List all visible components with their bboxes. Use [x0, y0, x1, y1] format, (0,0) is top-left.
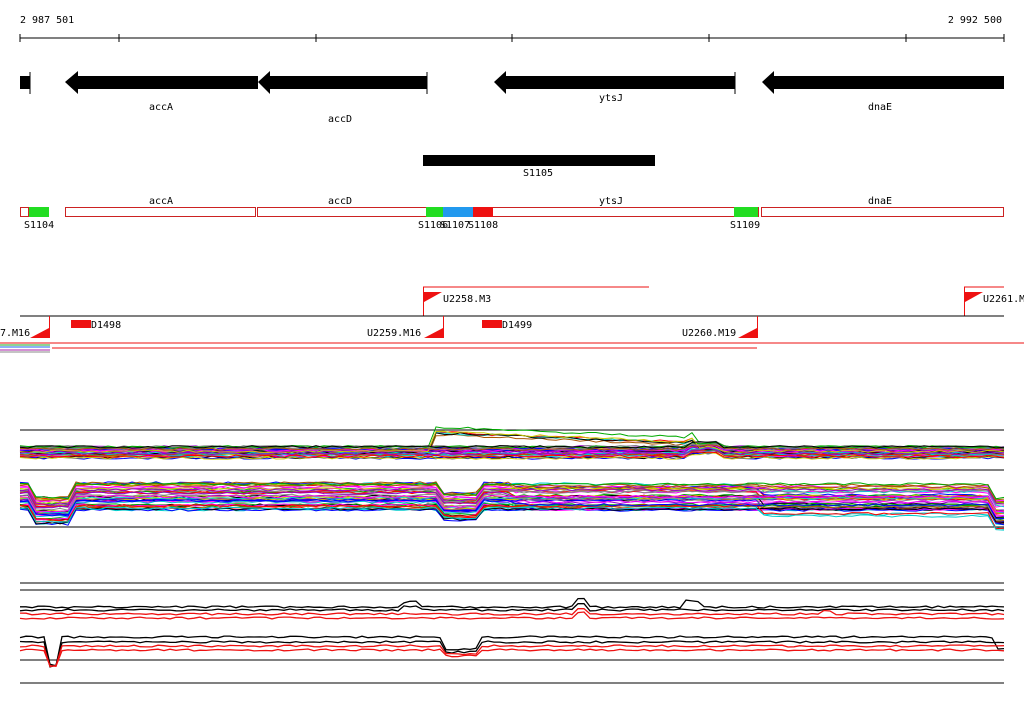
- terminator-label-D1499: D1499: [502, 320, 532, 331]
- profile-lines-downstream: [19, 481, 1005, 531]
- segment-label-dnaE: dnaE: [868, 196, 892, 207]
- segment-box[interactable]: [20, 207, 29, 217]
- profile-line: [19, 506, 1005, 531]
- gene-label-accA: accA: [149, 102, 173, 113]
- marker-label-S1109: S1109: [730, 220, 760, 231]
- feature-track: S1105: [423, 155, 655, 179]
- segment-label-ytsJ: ytsJ: [599, 196, 623, 207]
- gene-label-accD: accD: [328, 114, 352, 125]
- profile-line: [20, 447, 1005, 456]
- marker-S1106[interactable]: [426, 207, 443, 217]
- profile-line: [19, 497, 1005, 515]
- summary-line: [19, 602, 1005, 612]
- profile-line: [19, 441, 1005, 449]
- marker-S1109[interactable]: [734, 207, 758, 217]
- promoter-flag-U2258[interactable]: [424, 292, 442, 302]
- profile-lines-upstream: [19, 426, 1005, 460]
- promoter-label-U2261: U2261.M: [983, 294, 1024, 305]
- profile-line: [19, 482, 1005, 504]
- promoter-flag-U2260[interactable]: [738, 328, 757, 338]
- feature-label: S1105: [523, 168, 553, 179]
- segment-label-accA: accA: [149, 196, 173, 207]
- profile-line: [19, 498, 1005, 520]
- gene-arrow-accA[interactable]: [65, 71, 258, 94]
- summary-line: [20, 597, 1005, 609]
- profile-line: [19, 488, 1005, 506]
- marker-S1108[interactable]: [473, 207, 493, 217]
- gene-arrow-dnaE[interactable]: [762, 71, 1004, 94]
- marker-S1107[interactable]: [443, 207, 473, 217]
- marker-label-S1108: S1108: [468, 220, 498, 231]
- profile-line: [19, 494, 1005, 513]
- ruler-end-label: 2 992 500: [948, 15, 1002, 26]
- profile-line: [19, 482, 1005, 500]
- marker-label-S1106: S1106: [418, 220, 448, 231]
- gene-arrow-accD[interactable]: [258, 71, 427, 94]
- segment-box-dnaE[interactable]: [761, 207, 1004, 217]
- summary-line: [19, 640, 1005, 668]
- promoter-label-U2259: U2259.M16: [367, 328, 421, 339]
- summary-line: [19, 607, 1005, 616]
- profile-line: [19, 503, 1005, 530]
- profile-line: [19, 447, 1004, 456]
- summary-line: [19, 644, 1005, 668]
- promoter-flag-U2259[interactable]: [424, 328, 443, 338]
- profile-line: [19, 489, 1005, 507]
- summary-profiles-panel: [19, 582, 1005, 684]
- profile-line: [19, 451, 1005, 459]
- summary-line: [19, 611, 1005, 620]
- expression-profiles-panel: [19, 426, 1005, 531]
- marker-S1104[interactable]: [29, 207, 49, 217]
- profile-line: [19, 430, 1005, 454]
- segment-box-accA[interactable]: [65, 207, 256, 217]
- summary-line: [19, 635, 1005, 667]
- promoter-flag-7M16[interactable]: [30, 328, 49, 338]
- segment-track: accA accD ytsJ dnaE S1104 S1106 S1107 S1…: [20, 196, 1004, 231]
- terminator-D1499[interactable]: [482, 320, 502, 328]
- gene-label-ytsJ: ytsJ: [599, 93, 623, 104]
- profile-line: [19, 441, 1005, 449]
- promoter-flag-U2261[interactable]: [965, 292, 983, 302]
- segment-box-accD[interactable]: [257, 207, 427, 217]
- promoter-label-U2260: U2260.M19: [682, 328, 736, 339]
- profile-line: [19, 496, 1005, 514]
- profile-line: [19, 508, 1005, 526]
- gene-arrow-ytsJ[interactable]: [494, 71, 735, 94]
- gene-track: accA accD ytsJ dnaE: [20, 71, 1004, 125]
- marker-label-S1107: S1107: [440, 220, 470, 231]
- ruler-start-label: 2 987 501: [20, 15, 74, 26]
- transcription-unit-track: U2258.M3 U2261.M 7.M16 U2259.M16 U2260.M…: [0, 286, 1024, 353]
- marker-label-S1104: S1104: [24, 220, 54, 231]
- promoter-label-U2258: U2258.M3: [443, 294, 491, 305]
- gene-label-dnaE: dnaE: [868, 102, 892, 113]
- terminator-D1498[interactable]: [71, 320, 91, 328]
- gene-arrow-partial[interactable]: [20, 76, 30, 89]
- segment-label-accD: accD: [328, 196, 352, 207]
- profile-line: [19, 444, 1005, 451]
- promoter-label-7M16: 7.M16: [0, 328, 30, 339]
- feature-bar-S1105[interactable]: [423, 155, 655, 166]
- summary-line: [19, 648, 1005, 667]
- terminator-label-D1498: D1498: [91, 320, 121, 331]
- summary-lines: [19, 597, 1005, 668]
- coordinate-ruler: 2 987 501 2 992 500: [19, 15, 1005, 42]
